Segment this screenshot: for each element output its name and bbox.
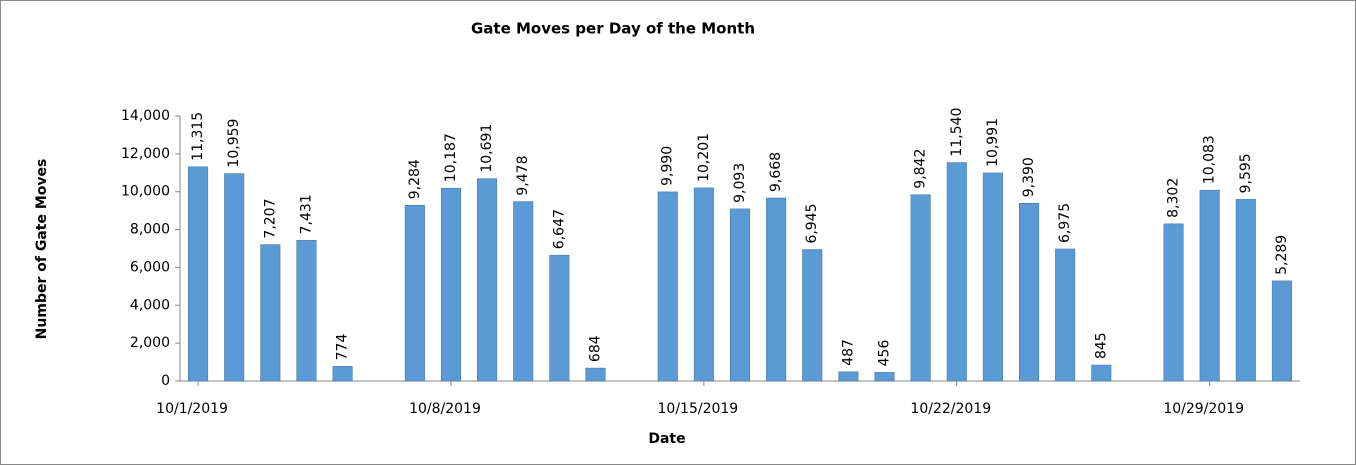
bar — [1163, 223, 1184, 382]
data-label: 9,390 — [1021, 157, 1037, 197]
bar — [1199, 189, 1220, 382]
bar — [1019, 203, 1040, 382]
data-label: 9,478 — [515, 156, 531, 196]
bar — [585, 367, 606, 382]
data-label: 8,302 — [1166, 178, 1182, 218]
data-label: 7,207 — [262, 198, 278, 238]
bar — [1055, 248, 1076, 382]
bar — [946, 162, 967, 382]
bar — [188, 166, 209, 382]
data-label: 6,647 — [551, 209, 567, 249]
y-axis-label: Number of Gate Moves — [34, 159, 50, 340]
bar — [224, 173, 245, 382]
data-label: 9,668 — [768, 152, 784, 192]
y-tick-label: 2,000 — [130, 335, 170, 351]
y-tick-label: 0 — [161, 373, 170, 389]
y-tick-label: 8,000 — [130, 222, 170, 238]
data-label: 10,959 — [226, 119, 242, 168]
data-label: 10,083 — [1202, 135, 1218, 184]
data-label: 9,595 — [1238, 153, 1254, 193]
y-tick-label: 10,000 — [121, 184, 170, 200]
bar — [549, 254, 570, 382]
data-label: 9,284 — [407, 159, 423, 199]
data-label: 10,201 — [696, 133, 712, 182]
x-tick-label: 10/15/2019 — [658, 401, 739, 417]
x-axis-label: Date — [648, 431, 685, 447]
bar — [693, 187, 714, 382]
chart-title: Gate Moves per Day of the Month — [471, 20, 755, 38]
bar — [1271, 280, 1292, 382]
y-tick-label: 14,000 — [121, 108, 170, 124]
bar — [440, 187, 461, 382]
bar — [260, 244, 281, 382]
data-label: 774 — [335, 334, 351, 361]
data-label: 10,187 — [443, 133, 459, 182]
x-tick-label: 10/1/2019 — [156, 401, 228, 417]
data-label: 9,990 — [660, 146, 676, 186]
bar — [1235, 199, 1256, 382]
x-tick-label: 10/8/2019 — [409, 401, 481, 417]
y-tick-label: 6,000 — [130, 259, 170, 275]
bar — [838, 371, 859, 382]
data-label: 456 — [877, 340, 893, 367]
data-label: 10,991 — [985, 118, 1001, 167]
bar — [404, 205, 425, 382]
bar — [477, 178, 498, 382]
x-tick-label: 10/22/2019 — [910, 401, 991, 417]
bar — [910, 194, 931, 382]
data-label: 487 — [840, 339, 856, 366]
bar — [982, 172, 1003, 382]
bar — [729, 208, 751, 382]
data-label: 11,315 — [190, 112, 206, 161]
data-label: 9,842 — [913, 149, 929, 189]
data-label: 9,093 — [732, 163, 748, 203]
y-tick-label: 12,000 — [121, 146, 170, 162]
data-label: 845 — [1093, 332, 1109, 359]
data-label: 10,691 — [479, 124, 495, 173]
bar — [332, 366, 353, 382]
data-label: 6,975 — [1057, 203, 1073, 243]
bar — [657, 191, 678, 382]
bar — [513, 201, 534, 382]
data-label: 6,945 — [804, 203, 820, 243]
data-label: 7,431 — [298, 194, 314, 234]
y-tick-label: 4,000 — [130, 297, 170, 313]
bar — [766, 197, 787, 382]
bar — [296, 240, 317, 382]
bar — [1091, 364, 1112, 382]
x-tick-label: 10/29/2019 — [1163, 401, 1244, 417]
data-label: 684 — [587, 335, 603, 362]
data-label: 11,540 — [949, 108, 965, 157]
bar — [802, 249, 823, 382]
bar — [874, 372, 895, 382]
data-label: 5,289 — [1274, 235, 1290, 275]
